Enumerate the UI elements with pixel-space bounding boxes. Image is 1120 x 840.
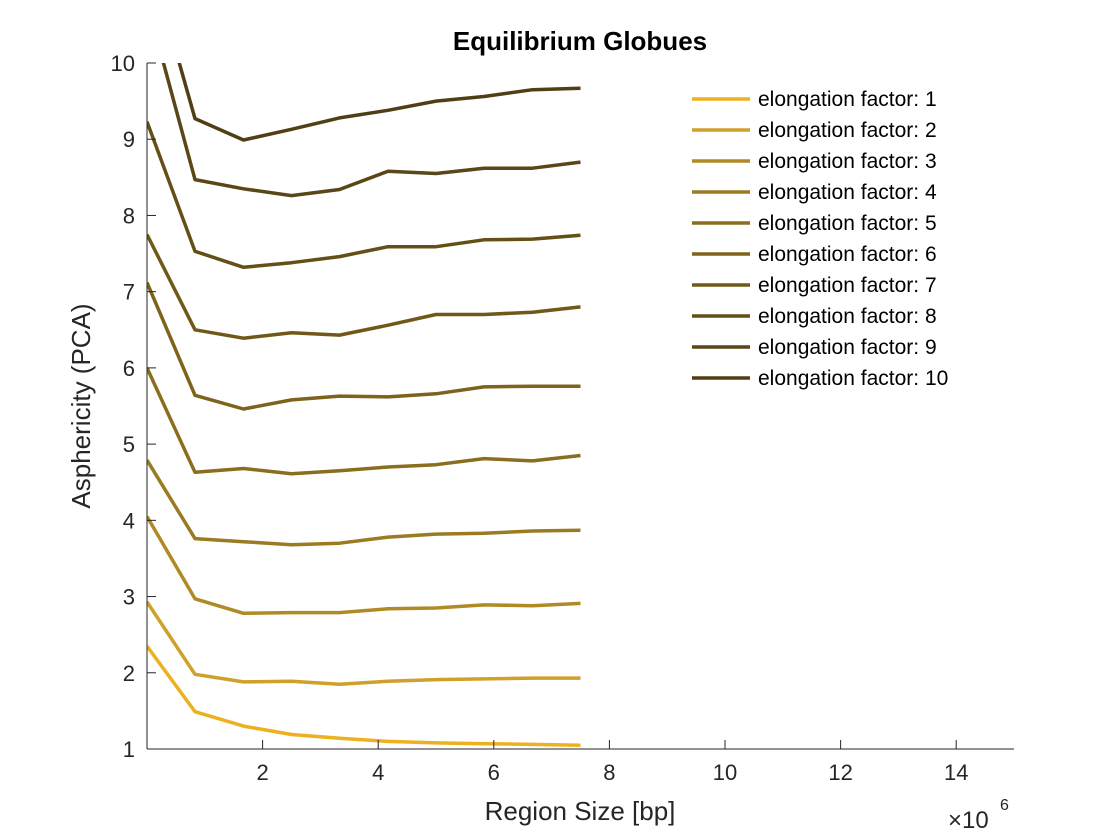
x-axis-label: Region Size [bp]: [485, 796, 676, 826]
y-tick-label: 5: [123, 432, 135, 457]
legend-entry-10: elongation factor: 10: [758, 367, 948, 390]
y-tick-label: 3: [123, 585, 135, 610]
legend: elongation factor: 1 elongation factor: 2…: [692, 88, 948, 390]
legend-entry-1: elongation factor: 1: [758, 88, 937, 111]
x-tick-label: 12: [828, 760, 852, 785]
chart-title: Equilibrium Globues: [453, 26, 707, 56]
y-tick-label: 7: [123, 280, 135, 305]
legend-entry-2: elongation factor: 2: [758, 119, 937, 142]
series-line-6: [147, 281, 581, 411]
y-tick-label: 8: [123, 203, 135, 228]
series-line-9: [161, 63, 581, 198]
series-line-5: [147, 367, 581, 476]
x-tick-label: 10: [713, 760, 737, 785]
series-line-4: [147, 459, 581, 547]
legend-entry-6: elongation factor: 6: [758, 243, 937, 266]
series-line-1: [147, 645, 581, 747]
y-axis-label: Asphericity (PCA): [66, 303, 96, 508]
legend-entry-5: elongation factor: 5: [758, 212, 937, 235]
series-line-8: [147, 121, 581, 270]
y-tick-label: 1: [123, 737, 135, 762]
y-tick-label: 10: [111, 51, 135, 76]
x-tick-label: 2: [256, 760, 268, 785]
y-tick-label: 4: [123, 508, 135, 533]
series-line-7: [147, 233, 581, 340]
y-tick-label: 6: [123, 356, 135, 381]
legend-entry-8: elongation factor: 8: [758, 305, 937, 328]
x-tick-label: 14: [944, 760, 968, 785]
x-tick-label: 8: [603, 760, 615, 785]
x-axis-exponent: ×10: [948, 807, 989, 834]
series-line-2: [147, 600, 581, 686]
y-tick-label: 2: [123, 661, 135, 686]
x-tick-label: 4: [372, 760, 384, 785]
series-line-10: [177, 63, 581, 142]
y-tick-label: 9: [123, 127, 135, 152]
legend-entry-9: elongation factor: 9: [758, 336, 937, 359]
legend-entry-3: elongation factor: 3: [758, 150, 937, 173]
series-layer: [147, 63, 581, 747]
legend-entry-7: elongation factor: 7: [758, 274, 937, 297]
x-tick-label: 6: [488, 760, 500, 785]
legend-entry-4: elongation factor: 4: [758, 181, 937, 204]
x-axis-exponent-power: 6: [1000, 797, 1009, 814]
series-line-3: [147, 515, 581, 616]
